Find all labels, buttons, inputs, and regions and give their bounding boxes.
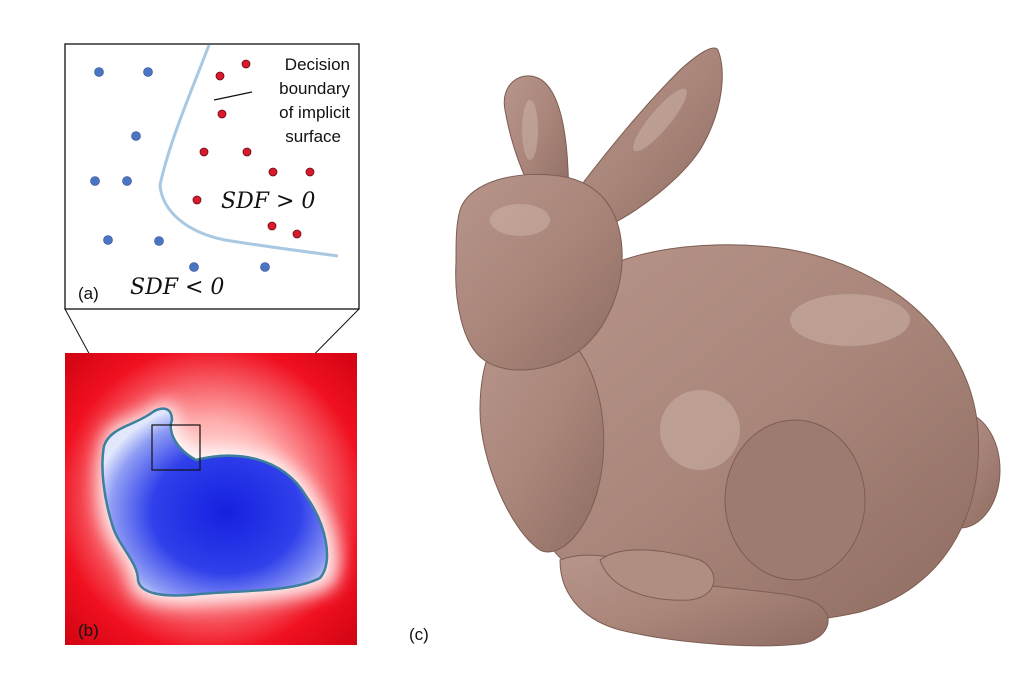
annotation-line-1: Decision xyxy=(285,55,350,74)
outside-point xyxy=(242,147,252,157)
inside-points xyxy=(90,67,270,272)
panel-a-label: (a) xyxy=(78,284,99,303)
annotation-leader-line xyxy=(213,91,253,101)
sdf-negative-label: SDF < 0 xyxy=(130,275,224,300)
sdf-inside-region xyxy=(102,408,328,596)
inside-point xyxy=(154,236,164,246)
inside-point xyxy=(122,176,132,186)
inside-point xyxy=(143,67,153,77)
outside-point xyxy=(215,71,225,81)
inside-point xyxy=(94,67,104,77)
inside-point xyxy=(90,176,100,186)
annotation-line-4: surface xyxy=(285,127,341,146)
bunny-head xyxy=(455,173,623,371)
bunny-model xyxy=(455,47,1001,647)
inside-point xyxy=(103,235,113,245)
bunny-highlights xyxy=(490,88,910,470)
outside-point xyxy=(267,221,277,231)
bunny-back-leg xyxy=(724,419,866,581)
outside-point xyxy=(305,167,315,177)
outside-point xyxy=(268,167,278,177)
sdf-positive-label: SDF > 0 xyxy=(221,189,315,214)
outside-point xyxy=(199,147,209,157)
annotation-line-3: of implicit xyxy=(279,103,350,122)
panel-c-label: (c) xyxy=(409,625,429,644)
panel-a-frame xyxy=(64,43,360,310)
inside-point xyxy=(131,131,141,141)
outside-points xyxy=(192,59,315,239)
outside-point xyxy=(241,59,251,69)
outside-point xyxy=(292,229,302,239)
annotation-line-2: boundary xyxy=(279,79,350,98)
panel-c: (c) xyxy=(409,47,1001,647)
panel-a: Decision boundary of implicit surface SD… xyxy=(64,43,360,310)
sdf-zero-contour xyxy=(101,407,329,597)
inside-point xyxy=(260,262,270,272)
panel-b: (b) xyxy=(65,353,357,645)
outside-point xyxy=(192,195,202,205)
inside-point xyxy=(189,262,199,272)
outside-point xyxy=(217,109,227,119)
bunny-paw xyxy=(599,549,715,601)
decision-boundary-line xyxy=(158,44,339,258)
panel-b-label: (b) xyxy=(78,621,99,640)
zoom-box xyxy=(151,424,201,471)
